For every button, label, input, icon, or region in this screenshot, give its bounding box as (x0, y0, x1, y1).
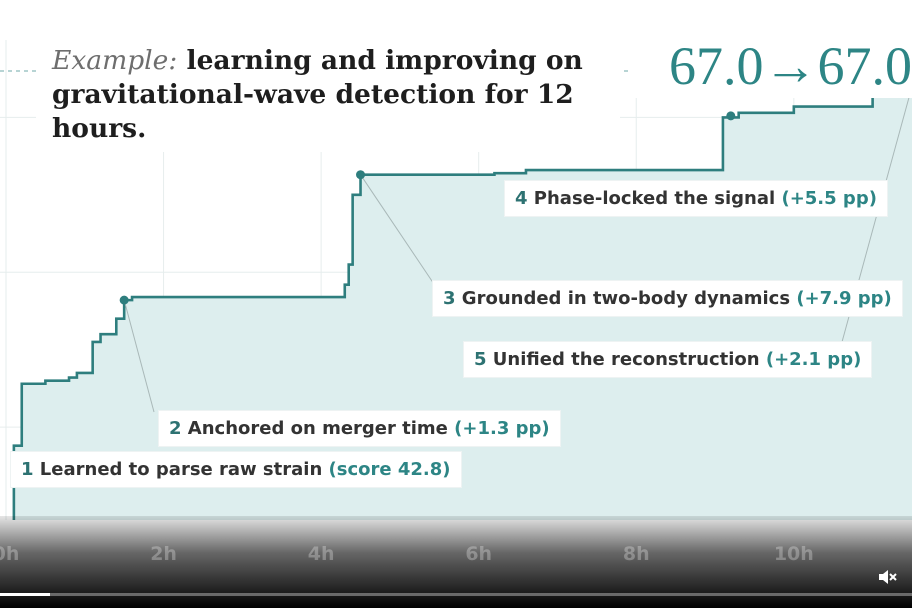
annotation-1: 1 Learned to parse raw strain (score 42.… (11, 452, 461, 487)
annotation-gain: (+5.5 pp) (781, 188, 877, 209)
speaker-muted-icon[interactable] (876, 566, 898, 588)
annotation-label: Anchored on merger time (181, 418, 455, 439)
x-tick-label: 8h (622, 543, 650, 565)
annotation-label: Learned to parse raw strain (33, 459, 329, 480)
annotation-gain: (+1.3 pp) (454, 418, 550, 439)
milestone-dot-2 (119, 295, 129, 305)
annotation-4: 4 Phase-locked the signal (+5.5 pp) (505, 181, 887, 216)
annotation-gain: (+7.9 pp) (796, 288, 892, 309)
score-line (12, 86, 912, 520)
x-tick-label: 10h (773, 543, 814, 565)
milestone-dots (119, 111, 736, 305)
annotation-label: Unified the reconstruction (486, 349, 766, 370)
score-readout: 67.0→67.0 (629, 34, 912, 98)
title-text: learning and improving on gravitational-… (52, 45, 583, 144)
leader-line-3 (360, 174, 439, 291)
annotation-3: 3 Grounded in two-body dynamics (+7.9 pp… (433, 281, 902, 316)
x-tick-label: 4h (307, 543, 335, 565)
score-arrow: → (763, 36, 818, 96)
annotation-number: 5 (474, 349, 487, 370)
milestone-dot-3 (356, 170, 366, 180)
annotation-label: Phase-locked the signal (527, 188, 782, 209)
video-controls-bar (0, 516, 912, 608)
x-tick-label: 2h (150, 543, 177, 565)
video-progress-fill (0, 593, 51, 596)
video-progress-bar[interactable] (0, 593, 912, 596)
x-tick-label: 6h (465, 543, 493, 565)
annotation-5: 5 Unified the reconstruction (+2.1 pp) (464, 342, 872, 377)
score-end: 67.0 (817, 36, 912, 96)
leader-line-2 (123, 300, 155, 413)
chart-title: Example: learning and improving on gravi… (36, 40, 620, 152)
title-lead: Example: (52, 45, 178, 76)
annotation-number: 2 (169, 418, 182, 439)
score-start: 67.0 (669, 36, 764, 96)
annotation-gain: (score 42.8) (328, 459, 451, 480)
annotation-label: Grounded in two-body dynamics (455, 288, 797, 309)
annotation-gain: (+2.1 pp) (765, 349, 862, 370)
x-tick-label: 0h (0, 543, 20, 565)
annotation-number: 4 (515, 188, 528, 209)
milestone-dot-4 (726, 111, 736, 121)
annotation-number: 3 (443, 288, 456, 309)
annotation-number: 1 (21, 459, 34, 480)
annotation-2: 2 Anchored on merger time (+1.3 pp) (159, 411, 560, 446)
